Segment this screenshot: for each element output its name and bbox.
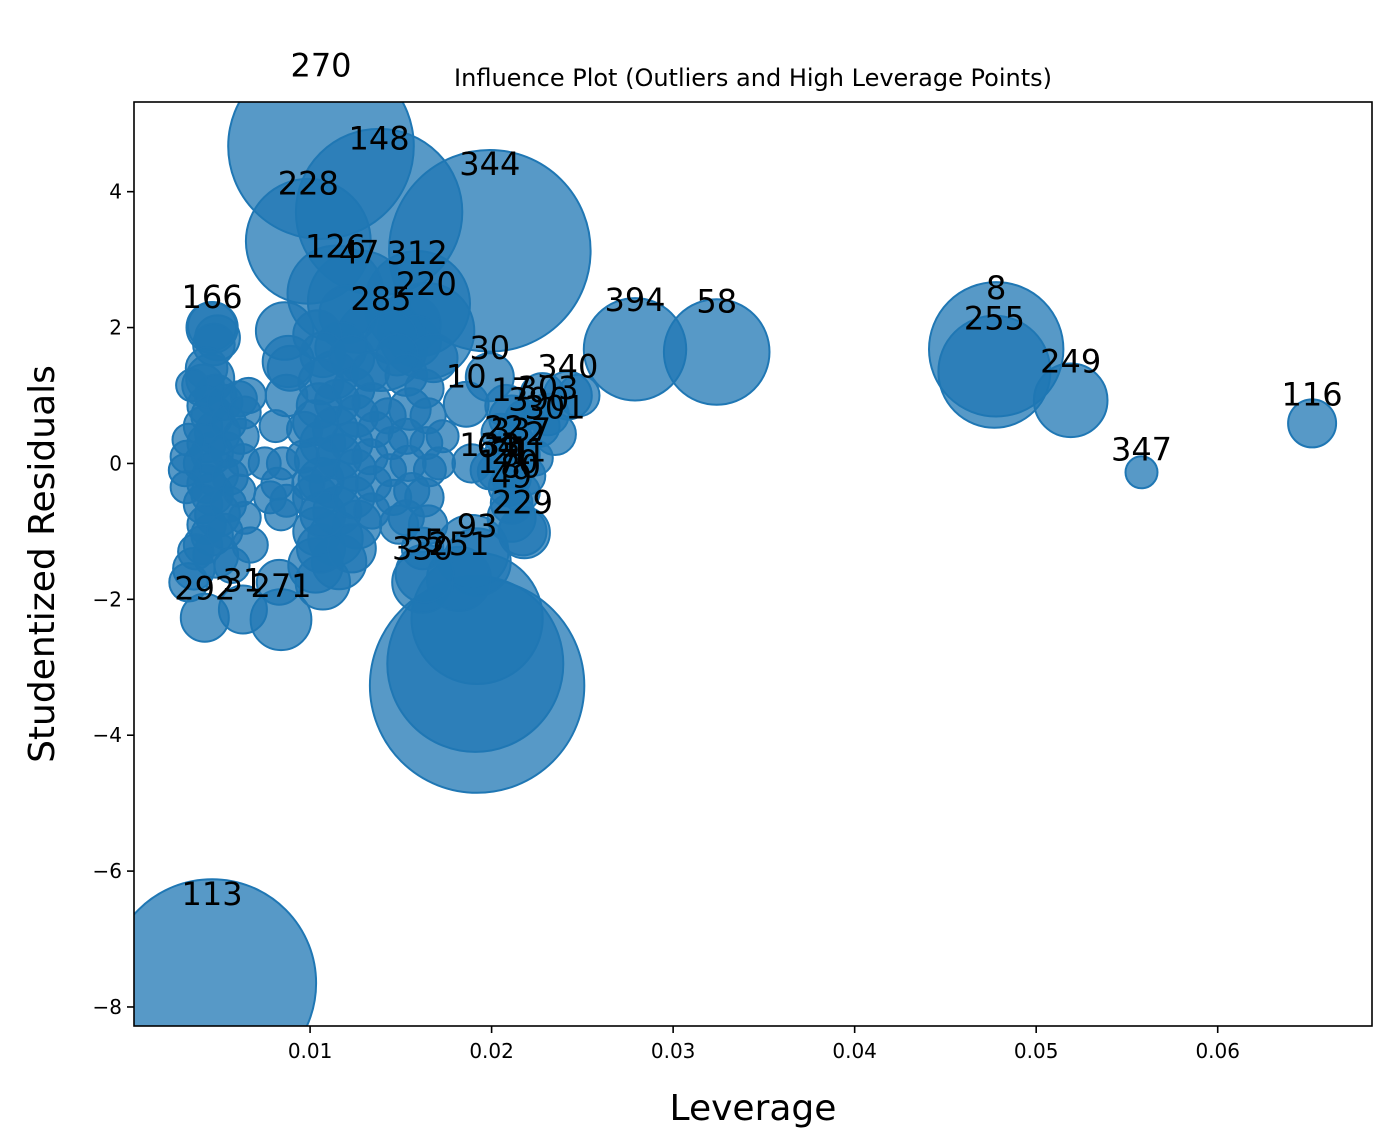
y-axis-label: Studentized Residuals xyxy=(22,365,63,763)
point-label: 126 xyxy=(305,228,366,266)
point-label: 271 xyxy=(250,567,311,605)
y-tick-label: −6 xyxy=(93,859,122,883)
point-label: 93 xyxy=(457,507,498,545)
point-label: 347 xyxy=(1111,430,1172,468)
x-tick-label: 0.03 xyxy=(651,1039,696,1063)
x-tick-label: 0.02 xyxy=(469,1039,514,1063)
labeled-data-point xyxy=(1032,362,1109,439)
data-point xyxy=(387,499,425,537)
point-label: 249 xyxy=(1040,343,1101,381)
point-label: 270 xyxy=(290,47,351,85)
x-tick-label: 0.06 xyxy=(1195,1039,1240,1063)
point-label: 394 xyxy=(604,281,665,319)
point-label: 301 xyxy=(525,389,586,427)
data-point xyxy=(175,368,210,403)
data-point xyxy=(177,533,215,571)
point-label: 10 xyxy=(446,358,487,396)
chart-title: Influence Plot (Outliers and High Levera… xyxy=(454,64,1052,92)
point-label: 255 xyxy=(964,300,1025,338)
point-label: 330 xyxy=(392,530,453,568)
point-label: 170 xyxy=(477,443,538,481)
point-label: 133 xyxy=(459,426,520,464)
point-label: 113 xyxy=(182,875,243,913)
point-label: 22 xyxy=(484,409,525,447)
point-label: 251 xyxy=(428,525,489,563)
labeled-data-point xyxy=(500,471,541,513)
x-axis-label: Leverage xyxy=(670,1088,837,1129)
plot-frame xyxy=(133,101,1373,1027)
point-label: 220 xyxy=(396,265,457,303)
point-label: 64 xyxy=(477,427,518,465)
point-label: 312 xyxy=(387,234,448,272)
point-label: 303 xyxy=(517,369,578,407)
labeled-data-point xyxy=(1124,455,1159,490)
y-tick-label: −2 xyxy=(93,587,122,611)
point-label: 80 xyxy=(500,448,541,486)
data-point xyxy=(255,558,303,606)
data-point xyxy=(291,466,326,501)
point-label: 166 xyxy=(182,278,243,316)
point-label: 58 xyxy=(696,282,737,320)
x-tick-label: 0.01 xyxy=(288,1039,333,1063)
data-point xyxy=(227,395,262,430)
point-label: 229 xyxy=(492,483,553,521)
data-point xyxy=(227,500,262,535)
point-label: 2 xyxy=(525,415,545,453)
x-axis-ticks: 0.01 0.02 0.03 0.04 0.05 0.06 xyxy=(288,1026,1240,1063)
point-label: 49 xyxy=(491,457,532,495)
point-label: 55 xyxy=(404,522,445,560)
point-label: 228 xyxy=(278,165,339,203)
point-label: 30 xyxy=(469,329,510,367)
y-tick-label: 2 xyxy=(109,316,122,340)
data-point xyxy=(373,453,407,488)
point-label: 41 xyxy=(506,431,547,469)
point-label: 285 xyxy=(350,280,411,318)
labeled-data-point xyxy=(516,439,554,477)
labeled-data-point xyxy=(582,297,688,402)
y-axis-ticks: −8 −6 −4 −2 0 2 4 xyxy=(93,180,134,1019)
point-label: 344 xyxy=(459,145,520,183)
data-point xyxy=(258,409,293,444)
point-label: 8 xyxy=(986,269,1006,307)
labeled-data-point xyxy=(134,878,318,1026)
labeled-data-point xyxy=(1287,398,1338,449)
y-tick-label: −8 xyxy=(93,995,122,1019)
point-label: 148 xyxy=(349,120,410,158)
y-tick-label: 4 xyxy=(109,180,122,204)
point-label: 47 xyxy=(339,233,380,271)
point-label: 17 xyxy=(491,371,532,409)
data-point xyxy=(422,446,456,481)
point-label: 337 xyxy=(490,411,551,449)
point-label: 292 xyxy=(174,570,235,608)
point-label: 340 xyxy=(537,348,598,386)
y-tick-label: 0 xyxy=(109,451,122,475)
point-label: 21 xyxy=(491,434,532,472)
y-tick-label: −4 xyxy=(93,723,122,747)
data-point xyxy=(169,470,204,505)
point-label: 390 xyxy=(508,381,569,419)
point-label: 116 xyxy=(1282,375,1343,413)
bubble-layer xyxy=(134,102,1338,1026)
x-tick-label: 0.05 xyxy=(1014,1039,1059,1063)
point-label: 31 xyxy=(223,562,264,600)
data-point xyxy=(326,523,377,574)
x-tick-label: 0.04 xyxy=(832,1039,877,1063)
